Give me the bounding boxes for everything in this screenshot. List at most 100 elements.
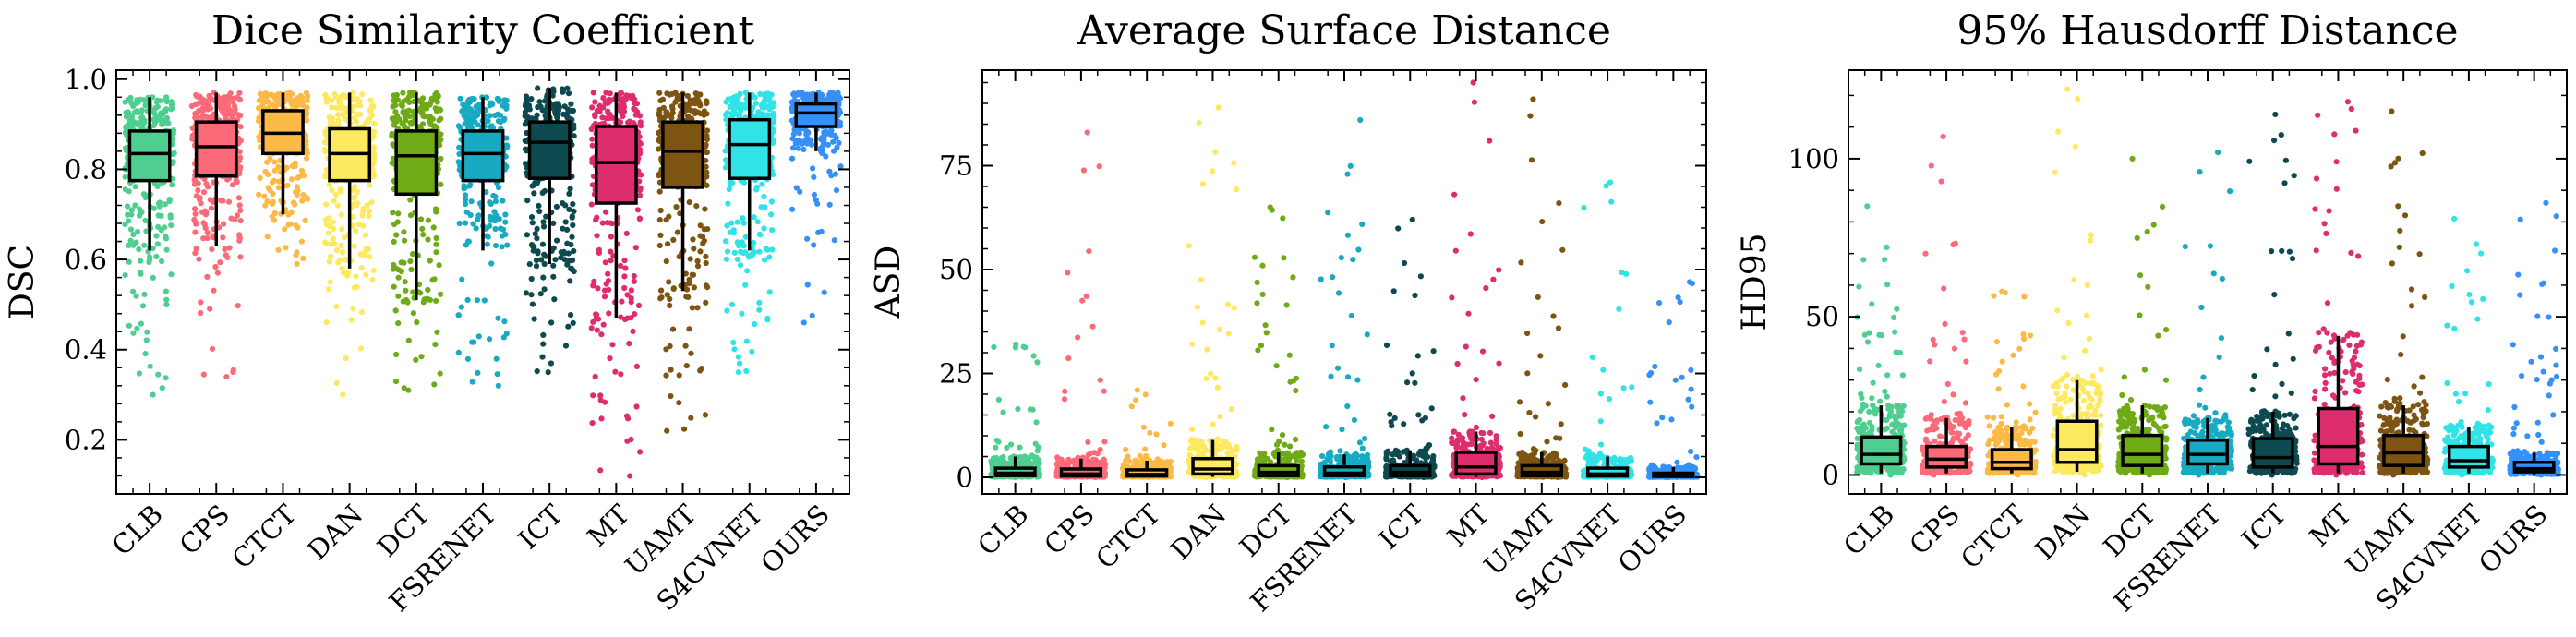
point: [528, 292, 535, 298]
point: [393, 232, 400, 238]
point: [358, 345, 365, 352]
point: [1153, 431, 1160, 438]
chart-title: Dice Similarity Coefficient: [211, 7, 755, 54]
point: [123, 147, 129, 154]
point: [163, 288, 169, 294]
point: [502, 219, 509, 225]
point: [620, 108, 628, 114]
point: [420, 113, 427, 119]
point: [790, 131, 798, 138]
point: [276, 96, 283, 102]
point: [564, 240, 571, 246]
point: [1008, 441, 1015, 448]
point: [742, 282, 749, 288]
point: [704, 98, 710, 104]
point: [566, 107, 572, 114]
point: [476, 105, 483, 112]
point: [419, 106, 426, 113]
point: [261, 193, 268, 199]
point: [564, 85, 571, 91]
point: [209, 345, 216, 352]
point: [591, 278, 597, 284]
point: [697, 222, 704, 229]
point: [1101, 388, 1107, 394]
point: [601, 294, 608, 300]
point: [1017, 444, 1023, 451]
point: [299, 100, 306, 106]
point: [702, 412, 709, 418]
point: [294, 192, 300, 198]
point: [394, 219, 401, 225]
point: [330, 115, 336, 122]
point: [657, 207, 664, 214]
point: [464, 296, 471, 303]
point: [739, 239, 745, 246]
point: [731, 346, 738, 353]
point-max: [535, 85, 541, 91]
point: [550, 273, 557, 280]
point: [769, 246, 776, 253]
point-max: [1084, 129, 1090, 136]
point: [496, 97, 502, 103]
point: [1000, 454, 1006, 461]
point: [257, 138, 263, 144]
point: [438, 155, 444, 162]
point: [759, 181, 765, 187]
category-label-ctct: CTCT: [226, 498, 303, 574]
point: [1120, 462, 1126, 468]
point-min: [664, 427, 670, 434]
point: [565, 323, 572, 330]
point: [204, 230, 211, 236]
point: [1100, 461, 1106, 467]
point: [593, 311, 599, 318]
point: [564, 226, 571, 233]
point: [761, 225, 767, 232]
point: [284, 182, 291, 189]
point: [1054, 454, 1061, 461]
point: [541, 260, 548, 268]
point: [300, 255, 307, 261]
point: [269, 200, 275, 207]
point: [619, 298, 625, 305]
point: [826, 201, 833, 208]
point: [334, 202, 341, 209]
point: [338, 243, 344, 249]
point: [198, 299, 204, 306]
point: [290, 199, 296, 206]
point: [501, 318, 508, 325]
y-tick-label: 1.0: [65, 64, 107, 95]
point: [470, 114, 476, 121]
point: [656, 242, 663, 249]
point: [995, 396, 1002, 403]
point: [431, 276, 438, 282]
point: [127, 237, 134, 244]
point: [332, 191, 339, 198]
point: [171, 150, 177, 156]
point-min: [223, 373, 230, 380]
point: [126, 242, 132, 248]
point: [536, 99, 543, 105]
point: [727, 182, 734, 188]
point: [143, 337, 150, 343]
point: [667, 302, 673, 309]
point: [697, 248, 704, 255]
point: [195, 187, 201, 194]
point: [670, 285, 677, 292]
point: [138, 258, 144, 264]
point: [797, 188, 803, 195]
point: [163, 99, 170, 105]
point: [761, 193, 767, 200]
point: [418, 354, 425, 360]
point: [676, 372, 682, 379]
point: [600, 95, 607, 102]
point-max: [742, 90, 749, 96]
point: [170, 127, 177, 134]
point: [305, 196, 311, 202]
point: [589, 136, 596, 142]
point: [191, 216, 198, 222]
point: [568, 101, 574, 107]
point: [393, 91, 400, 99]
point: [722, 148, 728, 154]
point: [503, 142, 511, 149]
point: [456, 150, 463, 157]
